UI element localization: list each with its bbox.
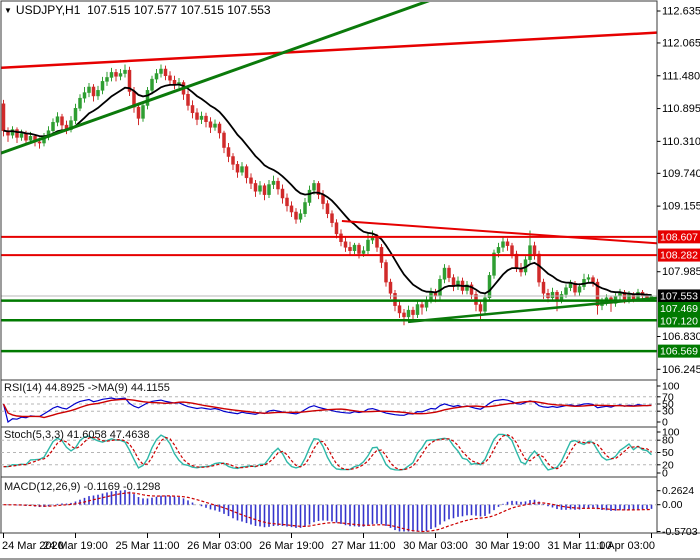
time-label: 24 Mar 2020 — [2, 540, 64, 552]
svg-text:106.569: 106.569 — [660, 346, 698, 358]
symbol-period-label: USDJPY,H1 — [15, 3, 81, 17]
price-badge — [658, 314, 700, 328]
svg-text:100: 100 — [662, 427, 680, 439]
svg-text:110.310: 110.310 — [662, 136, 700, 148]
svg-text:20: 20 — [662, 459, 674, 471]
time-label: 27 Mar 11:00 — [331, 540, 395, 552]
svg-text:112.065: 112.065 — [662, 37, 700, 49]
svg-text:108.282: 108.282 — [660, 250, 698, 262]
price-badge — [658, 230, 700, 244]
svg-text:80: 80 — [662, 435, 674, 447]
rsi-ma-line — [2, 398, 652, 419]
stoch-k-line — [3, 433, 652, 471]
price-axis: 112.635 112.065 111.480 110.895 110.310 109.7… — [657, 6, 700, 376]
time-label: 26 Mar 03:00 — [187, 540, 252, 552]
time-label: 25 Mar 11:00 — [115, 540, 179, 552]
svg-text:0.00: 0.00 — [662, 499, 683, 511]
macd-signal-line — [3, 492, 652, 533]
svg-text:109.155: 109.155 — [662, 201, 700, 213]
price-badge — [658, 344, 700, 358]
svg-text:107.985: 107.985 — [662, 266, 700, 278]
svg-text:109.740: 109.740 — [662, 168, 700, 180]
svg-text:50: 50 — [662, 447, 674, 459]
steep-green-trendline[interactable] — [0, 0, 432, 155]
time-label: 30 Mar 03:00 — [403, 540, 468, 552]
svg-text:106.245: 106.245 — [662, 364, 700, 376]
price-badge — [658, 248, 700, 262]
svg-text:100: 100 — [662, 381, 680, 393]
rsi-indicator-label: RSI(14) 44.8925 ->MA(9) 44.1155 — [4, 382, 170, 394]
shallow-green-trendline[interactable] — [407, 296, 658, 324]
svg-text:0: 0 — [662, 468, 668, 480]
time-label: 30 Mar 19:00 — [475, 540, 540, 552]
stoch-indicator-label: Stoch(5,3,3) 41.6058 47.4638 — [4, 429, 150, 441]
price-badge — [658, 289, 700, 303]
price-badge — [658, 301, 700, 315]
rising-red-channel-line[interactable] — [0, 31, 658, 70]
svg-text:70: 70 — [662, 391, 674, 403]
time-label: 24 Mar 19:00 — [43, 540, 108, 552]
candles-layer — [1, 64, 654, 326]
svg-text:0: 0 — [662, 417, 668, 429]
svg-text:30: 30 — [662, 406, 674, 418]
svg-text:106.830: 106.830 — [662, 331, 700, 343]
time-label: 31 Mar 11:00 — [547, 540, 611, 552]
macd-indicator-label: MACD(12,26,9) -0.1169 -0.1298 — [4, 481, 161, 493]
symbol-dropdown-icon[interactable]: ▼ — [4, 6, 12, 15]
falling-red-trendline[interactable] — [341, 219, 658, 245]
svg-text:50: 50 — [662, 399, 674, 411]
svg-text:107.553: 107.553 — [660, 290, 698, 302]
title-ohlc-values: 107.515 107.577 107.515 107.553 — [87, 3, 271, 17]
chart-title: ▼ USDJPY,H1 107.515 107.577 107.515 107.5… — [4, 3, 271, 17]
price-ma-line — [3, 83, 652, 296]
time-label: 1 Apr 03:00 — [599, 540, 655, 552]
pane-frame — [0, 0, 658, 381]
svg-text:0.2624: 0.2624 — [662, 485, 694, 497]
svg-text:110.895: 110.895 — [662, 103, 700, 115]
svg-text:108.607: 108.607 — [660, 231, 698, 243]
svg-text:112.635: 112.635 — [662, 6, 700, 18]
svg-text:-0.5703: -0.5703 — [662, 526, 698, 538]
macd-pane[interactable]: 0.2624 0.00 -0.5703 — [1, 485, 698, 538]
svg-text:107.469: 107.469 — [660, 303, 698, 315]
stoch-d-line — [3, 434, 652, 471]
time-label: 26 Mar 19:00 — [259, 540, 324, 552]
svg-text:107.120: 107.120 — [660, 315, 698, 327]
price-pane[interactable] — [0, 0, 658, 353]
svg-text:111.480: 111.480 — [662, 70, 700, 82]
